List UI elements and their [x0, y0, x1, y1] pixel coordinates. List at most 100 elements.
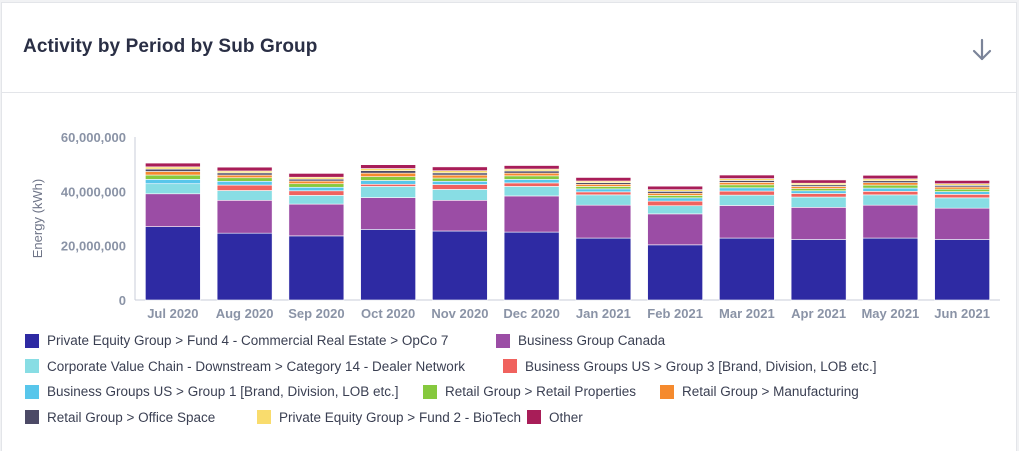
- bar-segment[interactable]: [145, 166, 201, 170]
- bar-segment[interactable]: [862, 237, 919, 301]
- bar-segment[interactable]: [575, 194, 632, 206]
- bar-segment[interactable]: [360, 180, 416, 185]
- bar-segment[interactable]: [862, 187, 919, 192]
- bar-segment[interactable]: [503, 231, 560, 301]
- bar-segment[interactable]: [790, 188, 847, 192]
- bar-segment[interactable]: [145, 226, 201, 301]
- bar-segment[interactable]: [145, 183, 201, 195]
- bar-segment[interactable]: [216, 172, 273, 176]
- bar-segment[interactable]: [862, 191, 919, 196]
- bar-segment[interactable]: [288, 186, 345, 192]
- bar-segment[interactable]: [216, 190, 273, 201]
- bar-segment[interactable]: [432, 189, 488, 201]
- bar-segment[interactable]: [145, 193, 201, 227]
- bar-segment[interactable]: [647, 213, 703, 246]
- bar-segment[interactable]: [575, 183, 632, 187]
- bar-segment[interactable]: [503, 179, 560, 184]
- bar-segment[interactable]: [647, 185, 703, 191]
- bar-segment[interactable]: [360, 229, 416, 301]
- bar-segment[interactable]: [145, 168, 201, 172]
- legend-item[interactable]: Retail Group > Office Space: [25, 410, 215, 425]
- bar-segment[interactable]: [432, 180, 488, 185]
- bar-segment[interactable]: [647, 197, 703, 202]
- bar-segment[interactable]: [790, 190, 847, 194]
- bar-segment[interactable]: [288, 190, 345, 196]
- bar-segment[interactable]: [360, 186, 416, 198]
- bar-segment[interactable]: [862, 175, 919, 180]
- bar-segment[interactable]: [288, 173, 345, 178]
- bar-segment[interactable]: [216, 180, 273, 186]
- bar-segment[interactable]: [790, 186, 847, 189]
- legend-item[interactable]: Retail Group > Manufacturing: [660, 384, 859, 399]
- bar-segment[interactable]: [934, 186, 990, 190]
- bar-segment[interactable]: [432, 174, 488, 179]
- bar-segment[interactable]: [934, 197, 990, 209]
- bar-segment[interactable]: [934, 180, 990, 185]
- bar-segment[interactable]: [503, 165, 560, 170]
- bar-segment[interactable]: [575, 188, 632, 193]
- bar-segment[interactable]: [575, 204, 632, 239]
- bar-segment[interactable]: [145, 162, 201, 168]
- bar-segment[interactable]: [216, 199, 273, 234]
- bar-segment[interactable]: [288, 183, 345, 188]
- bar-segment[interactable]: [790, 193, 847, 198]
- bar-segment[interactable]: [934, 239, 990, 301]
- bar-segment[interactable]: [719, 190, 775, 196]
- bar-segment[interactable]: [503, 195, 560, 233]
- download-button[interactable]: [970, 37, 994, 63]
- bar-segment[interactable]: [862, 182, 919, 186]
- bar-segment[interactable]: [647, 200, 703, 207]
- bar-segment[interactable]: [145, 179, 201, 185]
- bar-segment[interactable]: [719, 205, 775, 239]
- bar-segment[interactable]: [288, 235, 345, 301]
- bar-segment[interactable]: [862, 184, 919, 189]
- bar-segment[interactable]: [145, 174, 201, 180]
- bar-segment[interactable]: [432, 184, 488, 190]
- bar-segment[interactable]: [216, 174, 273, 179]
- bar-segment[interactable]: [503, 172, 560, 177]
- bar-segment[interactable]: [432, 166, 488, 171]
- bar-segment[interactable]: [934, 188, 990, 192]
- bar-segment[interactable]: [790, 239, 847, 301]
- bar-segment[interactable]: [360, 172, 416, 177]
- bar-segment[interactable]: [862, 204, 919, 239]
- bar-segment[interactable]: [360, 176, 416, 181]
- bar-segment[interactable]: [145, 171, 201, 176]
- bar-segment[interactable]: [934, 191, 990, 195]
- bar-segment[interactable]: [934, 207, 990, 240]
- bar-segment[interactable]: [216, 184, 273, 191]
- legend-item[interactable]: Retail Group > Retail Properties: [423, 384, 636, 399]
- bar-segment[interactable]: [360, 170, 416, 174]
- bar-segment[interactable]: [862, 194, 919, 206]
- bar-segment[interactable]: [719, 174, 775, 179]
- legend-item[interactable]: Private Equity Group > Fund 2 - BioTech: [257, 410, 521, 425]
- bar-segment[interactable]: [934, 194, 990, 199]
- bar-segment[interactable]: [647, 195, 703, 199]
- bar-segment[interactable]: [503, 175, 560, 180]
- bar-segment[interactable]: [432, 199, 488, 232]
- legend-item[interactable]: Corporate Value Chain - Downstream > Cat…: [25, 359, 465, 374]
- bar-segment[interactable]: [719, 194, 775, 206]
- bar-segment[interactable]: [216, 232, 273, 301]
- legend-item[interactable]: Private Equity Group > Fund 4 - Commerci…: [25, 333, 448, 348]
- bar-segment[interactable]: [360, 164, 416, 169]
- bar-segment[interactable]: [288, 203, 345, 237]
- bar-segment[interactable]: [360, 168, 416, 171]
- bar-segment[interactable]: [790, 179, 847, 184]
- bar-segment[interactable]: [719, 187, 775, 192]
- legend-item[interactable]: Other: [527, 410, 583, 425]
- legend-item[interactable]: Business Groups US > Group 3 [Brand, Div…: [503, 359, 877, 374]
- legend-item[interactable]: Business Groups US > Group 1 [Brand, Div…: [25, 384, 399, 399]
- bar-segment[interactable]: [575, 237, 632, 301]
- bar-segment[interactable]: [575, 177, 632, 182]
- bar-segment[interactable]: [432, 177, 488, 182]
- bar-segment[interactable]: [432, 170, 488, 174]
- bar-segment[interactable]: [503, 186, 560, 197]
- bar-segment[interactable]: [216, 177, 273, 182]
- bar-segment[interactable]: [432, 230, 488, 301]
- bar-segment[interactable]: [790, 196, 847, 208]
- bar-segment[interactable]: [360, 197, 416, 230]
- bar-segment[interactable]: [790, 207, 847, 240]
- bar-segment[interactable]: [647, 205, 703, 215]
- bar-segment[interactable]: [575, 191, 632, 196]
